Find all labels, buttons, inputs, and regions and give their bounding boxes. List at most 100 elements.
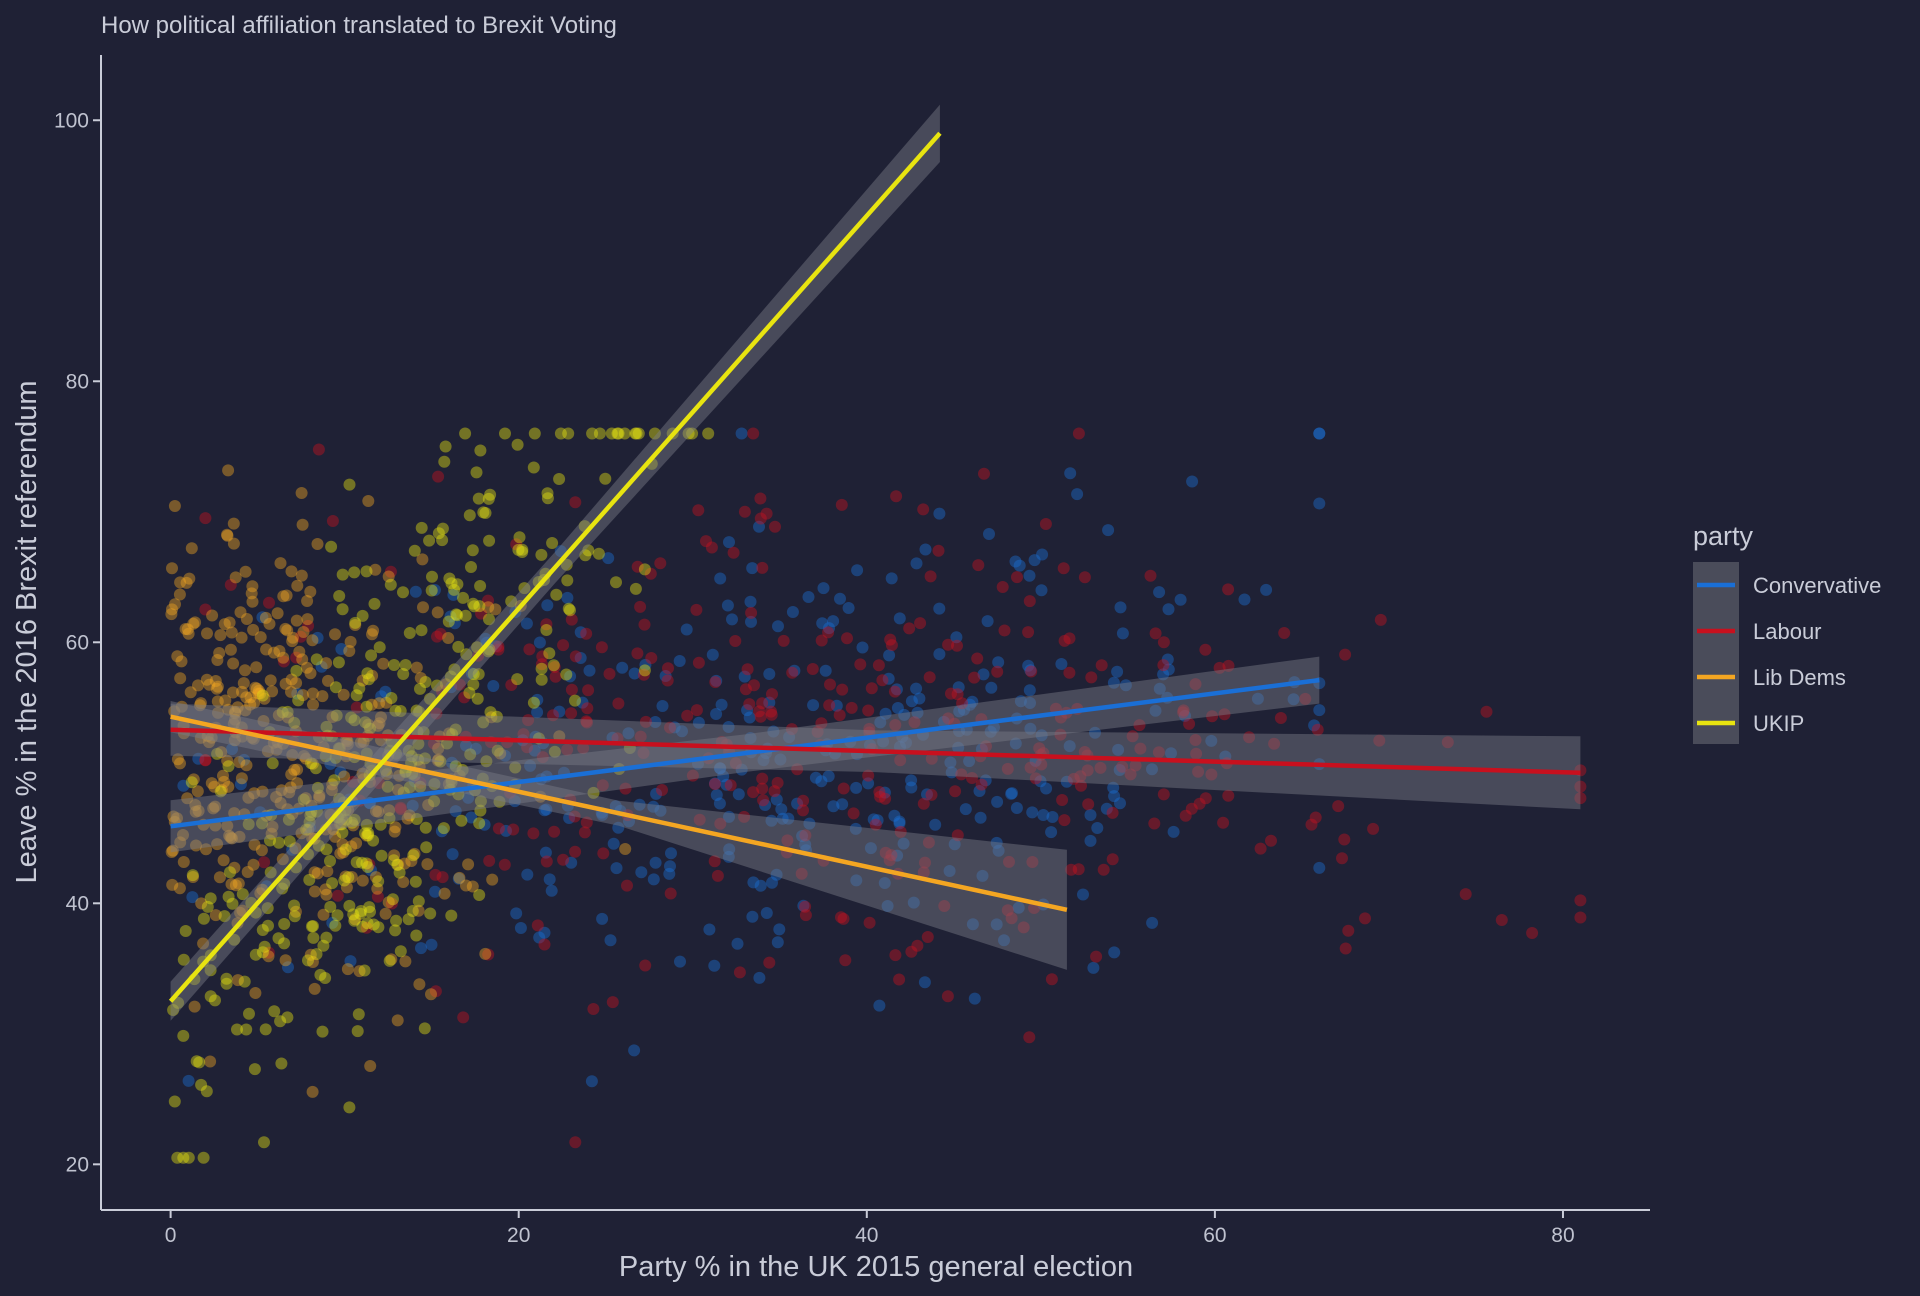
point-labour <box>1078 746 1091 758</box>
point-convervative <box>610 862 623 875</box>
point-ukip <box>305 920 318 933</box>
point-lib-dems <box>308 885 321 898</box>
point-lib-dems <box>234 906 247 919</box>
point-labour <box>492 822 505 835</box>
point-lib-dems <box>174 672 187 685</box>
point-lib-dems <box>194 697 207 710</box>
point-ukip <box>611 427 624 440</box>
point-labour <box>837 782 850 795</box>
point-convervative <box>1077 888 1089 901</box>
point-ukip <box>236 888 249 901</box>
point-labour <box>436 871 449 884</box>
point-lib-dems <box>248 787 261 800</box>
point-labour <box>580 816 593 829</box>
point-ukip <box>305 757 318 770</box>
point-lib-dems <box>356 767 369 780</box>
point-lib-dems <box>392 858 405 871</box>
point-labour <box>1217 816 1230 829</box>
point-convervative <box>1162 603 1175 616</box>
point-ukip <box>248 1063 261 1076</box>
point-labour <box>580 627 593 640</box>
point-convervative <box>1113 764 1126 776</box>
point-ukip <box>226 897 239 910</box>
point-ukip <box>339 843 352 856</box>
point-ukip <box>387 854 400 867</box>
point-labour <box>523 643 536 656</box>
point-ukip <box>361 667 374 680</box>
point-ukip <box>428 778 441 790</box>
point-labour <box>1011 571 1023 584</box>
point-ukip <box>278 918 291 930</box>
point-convervative <box>609 800 622 813</box>
point-labour <box>754 512 767 525</box>
point-labour <box>754 492 767 505</box>
point-labour <box>581 702 594 715</box>
point-labour <box>224 578 237 591</box>
point-ukip <box>362 827 375 840</box>
point-labour <box>548 661 561 673</box>
point-labour <box>1003 855 1015 868</box>
point-labour <box>799 909 812 922</box>
point-convervative <box>879 707 892 720</box>
point-lib-dems <box>201 627 213 640</box>
point-ukip <box>516 543 529 556</box>
point-lib-dems <box>371 882 384 895</box>
point-labour <box>394 801 407 814</box>
point-ukip <box>209 994 221 1007</box>
point-convervative <box>282 961 294 974</box>
point-lib-dems <box>225 626 238 639</box>
point-labour <box>1311 723 1324 736</box>
point-lib-dems <box>489 603 502 616</box>
point-ukip <box>432 527 445 540</box>
point-convervative <box>654 804 667 817</box>
point-convervative <box>583 664 596 677</box>
point-labour <box>290 651 303 664</box>
trend-line-convervative <box>170 677 1320 829</box>
point-labour <box>980 740 992 753</box>
point-ukip <box>491 744 504 757</box>
point-lib-dems <box>252 687 265 700</box>
point-lib-dems <box>416 553 429 566</box>
point-ukip <box>258 1136 270 1149</box>
point-ukip <box>373 641 386 654</box>
point-lib-dems <box>442 632 455 644</box>
point-labour <box>847 807 860 820</box>
point-ukip <box>638 563 651 576</box>
point-ukip <box>374 818 387 831</box>
point-ukip <box>434 755 447 768</box>
point-lib-dems <box>479 947 492 960</box>
point-labour <box>1373 734 1386 747</box>
point-labour <box>1177 706 1190 719</box>
point-convervative <box>1035 584 1048 597</box>
point-ukip <box>587 786 600 799</box>
point-lib-dems <box>392 783 405 796</box>
point-ukip <box>356 856 368 869</box>
point-ukip <box>466 544 479 557</box>
point-lib-dems <box>283 786 296 799</box>
legend-key-background <box>1693 562 1739 744</box>
point-convervative <box>649 856 662 869</box>
point-ukip <box>431 679 443 692</box>
x-tick-label: 60 <box>1203 1224 1226 1247</box>
point-lib-dems <box>177 829 189 841</box>
point-labour <box>557 639 570 652</box>
point-ukip <box>182 1151 195 1164</box>
point-ukip <box>467 678 480 691</box>
point-ukip <box>541 487 554 500</box>
point-labour <box>1338 833 1351 846</box>
point-convervative <box>1153 682 1166 695</box>
point-labour <box>549 670 562 683</box>
point-labour <box>619 782 632 795</box>
point-ukip <box>512 543 525 556</box>
point-labour <box>569 496 582 509</box>
point-convervative <box>943 865 956 877</box>
point-lib-dems <box>422 799 435 811</box>
point-lib-dems <box>245 587 258 600</box>
point-ukip <box>281 1011 294 1024</box>
point-ukip <box>311 781 324 794</box>
point-labour <box>1129 759 1142 772</box>
point-convervative <box>933 602 946 615</box>
point-lib-dems <box>382 896 395 909</box>
point-ukip <box>200 1085 213 1098</box>
point-ukip <box>348 914 361 927</box>
